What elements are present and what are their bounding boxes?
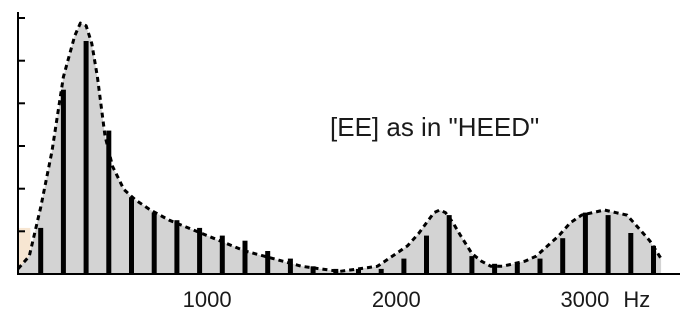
- envelope-outline: [16, 21, 663, 273]
- harmonic-bar: [83, 41, 89, 274]
- harmonic-bar: [582, 212, 588, 274]
- vowel-annotation: [EE] as in "HEED": [330, 112, 539, 142]
- harmonic-bar: [560, 238, 566, 274]
- harmonic-bar: [60, 89, 66, 274]
- harmonic-bar: [537, 258, 543, 274]
- harmonic-bar: [287, 258, 293, 274]
- harmonic-bars: [38, 41, 656, 274]
- harmonic-bar: [265, 251, 271, 274]
- harmonic-bar: [129, 197, 134, 274]
- harmonic-bar: [333, 268, 339, 274]
- tint-layer: [19, 227, 31, 274]
- axes: [17, 12, 680, 275]
- harmonic-bar: [424, 235, 429, 274]
- harmonic-bar: [514, 263, 520, 274]
- harmonic-bar: [628, 233, 634, 274]
- x-tick-label: 1000: [183, 287, 232, 312]
- harmonic-bar: [106, 130, 112, 274]
- harmonic-bar: [492, 263, 498, 274]
- envelope-fill: [18, 23, 662, 274]
- harmonic-bar: [651, 245, 656, 274]
- x-unit-label: Hz: [623, 287, 650, 312]
- low-freq-tint: [19, 227, 31, 274]
- harmonic-bar: [151, 212, 157, 274]
- harmonic-bar: [219, 235, 225, 274]
- x-tick-label: 3000: [560, 287, 609, 312]
- harmonic-bar: [197, 227, 203, 274]
- harmonic-bar: [356, 268, 361, 274]
- harmonic-bar: [242, 240, 248, 274]
- envelope-layer: [16, 21, 663, 274]
- x-tick-labels: 1000 2000 3000 Hz: [183, 287, 651, 312]
- harmonic-bar: [174, 220, 180, 274]
- harmonic-bar: [378, 268, 384, 274]
- harmonic-bar: [38, 227, 44, 274]
- harmonic-bar: [605, 215, 611, 274]
- harmonic-bar: [310, 266, 316, 274]
- harmonic-bar: [469, 256, 475, 274]
- harmonic-bar: [446, 215, 452, 274]
- x-tick-label: 2000: [372, 287, 421, 312]
- harmonic-bar: [401, 258, 407, 274]
